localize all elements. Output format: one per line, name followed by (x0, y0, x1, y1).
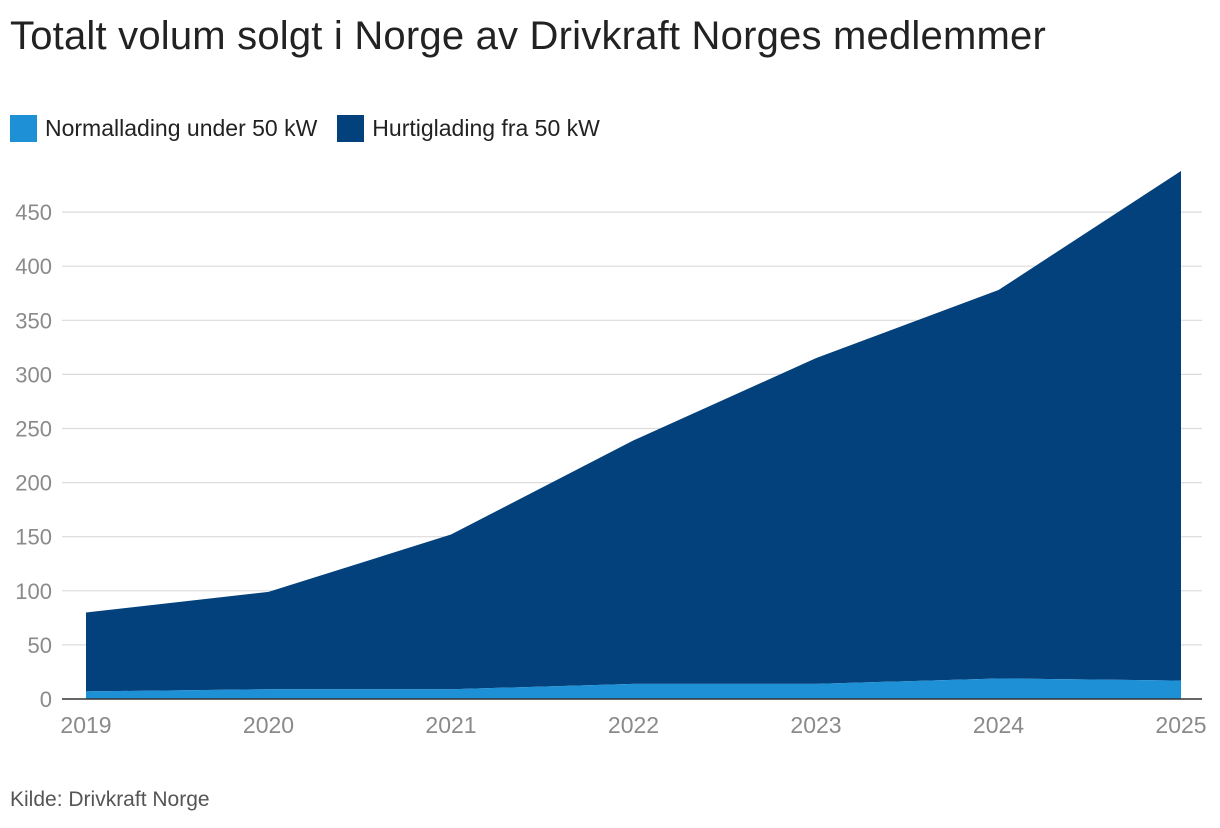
chart-title: Totalt volum solgt i Norge av Drivkraft … (10, 14, 1046, 58)
x-tick-label-2023: 2023 (790, 712, 841, 738)
legend-swatch-normallading (10, 115, 37, 142)
y-tick-label-100: 100 (15, 579, 52, 604)
y-tick-label-450: 450 (15, 200, 52, 225)
x-tick-label-2022: 2022 (608, 712, 659, 738)
y-tick-label-200: 200 (15, 471, 52, 496)
legend: Normallading under 50 kW Hurtiglading fr… (10, 115, 600, 142)
y-tick-label-350: 350 (15, 308, 52, 333)
area-normallading (86, 678, 1181, 699)
x-tick-label-2019: 2019 (60, 712, 111, 738)
y-tick-label-250: 250 (15, 417, 52, 442)
x-tick-label-2025: 2025 (1155, 712, 1206, 738)
x-tick-label-2021: 2021 (425, 712, 476, 738)
y-tick-label-0: 0 (40, 687, 52, 712)
x-tick-label-2024: 2024 (973, 712, 1024, 738)
legend-label-normallading: Normallading under 50 kW (45, 115, 318, 141)
y-tick-label-400: 400 (15, 254, 52, 279)
x-tick-label-2020: 2020 (243, 712, 294, 738)
y-tick-label-300: 300 (15, 362, 52, 387)
source-note: Kilde: Drivkraft Norge (10, 788, 210, 811)
legend-label-hurtiglading: Hurtiglading fra 50 kW (372, 115, 600, 141)
legend-item-hurtiglading: Hurtiglading fra 50 kW (337, 115, 600, 142)
legend-item-normallading: Normallading under 50 kW (10, 115, 317, 142)
y-tick-label-50: 50 (28, 633, 52, 658)
y-tick-label-150: 150 (15, 525, 52, 550)
area-hurtiglading (86, 170, 1181, 692)
legend-swatch-hurtiglading (337, 115, 365, 142)
